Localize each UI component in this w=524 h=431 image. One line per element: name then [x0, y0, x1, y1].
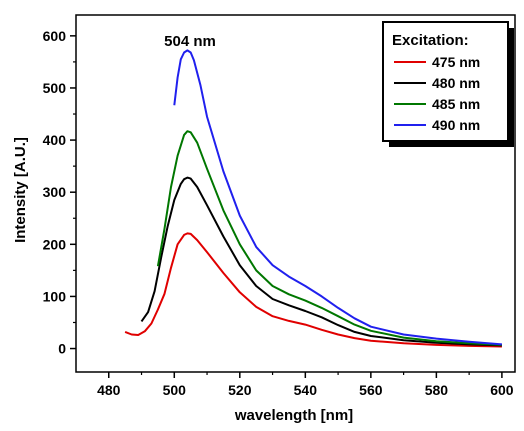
legend-label: 475 nm	[432, 54, 480, 70]
plot-frame	[75, 14, 516, 373]
series-line-475-nm	[124, 232, 502, 348]
text-layer: 504 nm wavelength [nm] Intensity [A.U.]	[12, 33, 353, 424]
series-line-480-nm	[140, 176, 502, 347]
x-tick-label: 500	[163, 382, 187, 398]
y-tick-label: 0	[58, 341, 66, 357]
legend-box	[382, 21, 509, 142]
x-tick-label: 480	[97, 382, 121, 398]
y-tick-label: 100	[43, 288, 67, 304]
axes-layer: 480 500 520 540 560 580 600 0 100 200 300 400 500 600	[43, 14, 516, 398]
peak-annotation: 504 nm	[164, 33, 216, 50]
legend-label: 485 nm	[432, 96, 480, 112]
series-layer	[124, 49, 502, 348]
x-axis-title: wavelength [nm]	[234, 407, 353, 424]
legend-label: 490 nm	[432, 117, 480, 133]
series-line-485-nm	[156, 130, 502, 346]
y-tick-label: 300	[43, 184, 67, 200]
legend-label: 480 nm	[432, 75, 480, 91]
x-tick-label: 540	[294, 382, 318, 398]
x-tick-label: 520	[228, 382, 252, 398]
y-tick-label: 400	[43, 132, 67, 148]
legend: Excitation: 475 nm 480 nm 485 nm 490 nm	[382, 21, 514, 147]
y-axis-title: Intensity [A.U.]	[12, 137, 29, 243]
y-tick-label: 600	[43, 28, 67, 44]
x-tick-label: 580	[425, 382, 449, 398]
y-tick-label: 200	[43, 236, 67, 252]
x-tick-label: 560	[359, 382, 383, 398]
series-line-490-nm	[173, 49, 502, 346]
legend-title: Excitation:	[392, 32, 469, 49]
x-tick-label: 600	[490, 382, 514, 398]
y-tick-label: 500	[43, 80, 67, 96]
